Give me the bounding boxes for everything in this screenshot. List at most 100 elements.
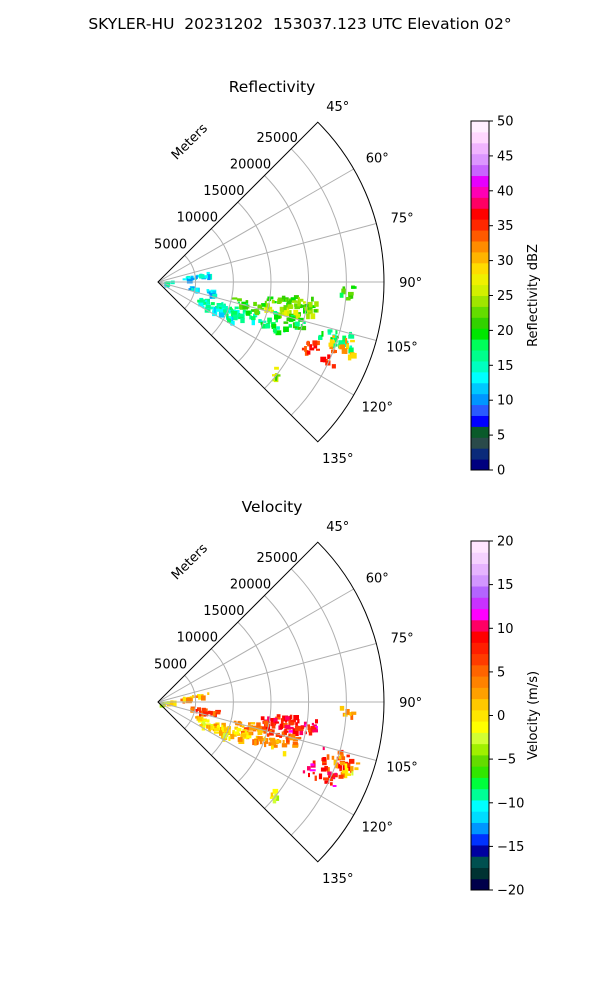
echo-gate	[346, 344, 349, 350]
colorbar-swatch	[471, 219, 489, 231]
echo-gate	[275, 740, 282, 744]
panel-title: Velocity	[242, 498, 303, 516]
echo-gate	[349, 331, 352, 337]
echo-gate	[350, 294, 354, 299]
colorbar-tick-label: 25	[497, 289, 514, 304]
echo-gate	[237, 720, 241, 724]
echo-gate	[301, 325, 307, 331]
azimuth-tick-label: 120°	[362, 400, 393, 415]
azimuth-gridline	[157, 223, 377, 283]
colorbar-tick-label: 5	[497, 665, 505, 680]
azimuth-gridline	[157, 588, 354, 703]
echo-gate	[307, 306, 313, 310]
colorbar-swatch	[471, 284, 489, 296]
echo-gate	[257, 304, 263, 309]
echo-gate	[202, 721, 206, 724]
echo-gate	[351, 771, 354, 776]
echo-gate	[290, 719, 295, 723]
colorbar-swatch	[471, 676, 489, 688]
echo-gate	[165, 281, 171, 287]
echo-gate	[245, 300, 249, 304]
echo-gate	[248, 722, 251, 725]
echo-gate	[276, 312, 282, 319]
echo-gate	[288, 319, 294, 322]
echo-gate	[347, 766, 351, 771]
echo-gate	[347, 354, 352, 361]
echo-gate	[299, 298, 304, 302]
echo-gate	[300, 304, 306, 308]
colorbar-swatch	[471, 844, 489, 857]
azimuth-tick-label: 135°	[322, 872, 353, 887]
echo-gate	[340, 772, 345, 778]
echo-gate	[349, 758, 355, 764]
echo-gate	[241, 301, 246, 305]
colorbar-swatch	[471, 164, 489, 177]
echo-gate	[208, 725, 214, 730]
polar-panel-reflectivity: 5000 10000 15000 20000 25000 45° 60° 75° 90° 105°…	[154, 78, 541, 479]
echo-gate	[293, 309, 299, 316]
echo-gate	[346, 754, 350, 758]
echo-gate	[308, 731, 313, 736]
echo-gate	[275, 716, 281, 720]
colorbar-tick-label: 0	[497, 464, 505, 479]
colorbar-swatch	[471, 393, 489, 406]
colorbar-swatch	[471, 788, 489, 801]
colorbar-swatch	[471, 698, 489, 711]
echo-gate	[294, 321, 300, 327]
echo-gate	[282, 299, 288, 302]
echo-gate	[342, 335, 347, 342]
echo-gate	[310, 313, 316, 320]
echo-gate	[292, 741, 298, 745]
echo-gate	[202, 305, 205, 309]
echo-gate	[283, 321, 289, 324]
echo-gate	[331, 364, 336, 369]
colorbar-swatch	[471, 437, 489, 449]
range-tick-label: 5000	[154, 657, 187, 672]
echo-gate	[303, 721, 308, 726]
colorbar-swatch	[471, 721, 489, 733]
echo-gate	[304, 724, 308, 727]
echo-gate	[334, 772, 338, 776]
echo-gate	[266, 298, 271, 302]
echo-gate	[195, 275, 198, 279]
echo-gate	[240, 317, 245, 324]
colorbar-swatch	[471, 142, 489, 155]
colorbar-swatch	[471, 197, 489, 209]
echo-gate	[297, 297, 300, 303]
echo-gate	[236, 298, 242, 302]
echo-gate	[269, 306, 273, 310]
echo-gate	[343, 772, 348, 779]
echo-gate	[244, 730, 248, 736]
colorbar-tick-label: 15	[497, 359, 514, 374]
colorbar: −20 −15 −10 −5 0 5 10 15 20 Velocity (m/s)	[470, 535, 541, 899]
echo-gate	[334, 343, 338, 347]
echo-gate	[217, 304, 223, 310]
echo-gate	[349, 345, 353, 348]
range-tick-label: 25000	[257, 131, 298, 146]
echo-gate	[271, 324, 277, 329]
echo-gate	[233, 720, 237, 724]
colorbar-swatch	[471, 240, 489, 253]
echo-gate	[341, 288, 347, 295]
echo-gate	[213, 723, 217, 726]
echo-gate	[303, 320, 306, 324]
colorbar-swatch	[471, 642, 489, 655]
echo-gate	[311, 296, 314, 302]
echo-cluster	[326, 755, 361, 779]
echo-gate	[216, 710, 221, 715]
echo-cluster	[260, 303, 301, 320]
echo-gate	[287, 300, 292, 306]
radial-axis-label: Meters	[169, 121, 211, 163]
echo-gate	[272, 378, 278, 382]
echo-gate	[339, 762, 346, 766]
echo-gate	[273, 301, 277, 304]
echo-gate	[287, 304, 293, 309]
colorbar-tick-label: −15	[497, 840, 524, 855]
echo-gate	[292, 744, 299, 748]
echo-gate	[307, 724, 310, 730]
echo-gate	[213, 727, 220, 731]
echo-gate	[272, 797, 277, 804]
echo-gate	[293, 313, 297, 319]
colorbar-swatch	[471, 459, 489, 471]
